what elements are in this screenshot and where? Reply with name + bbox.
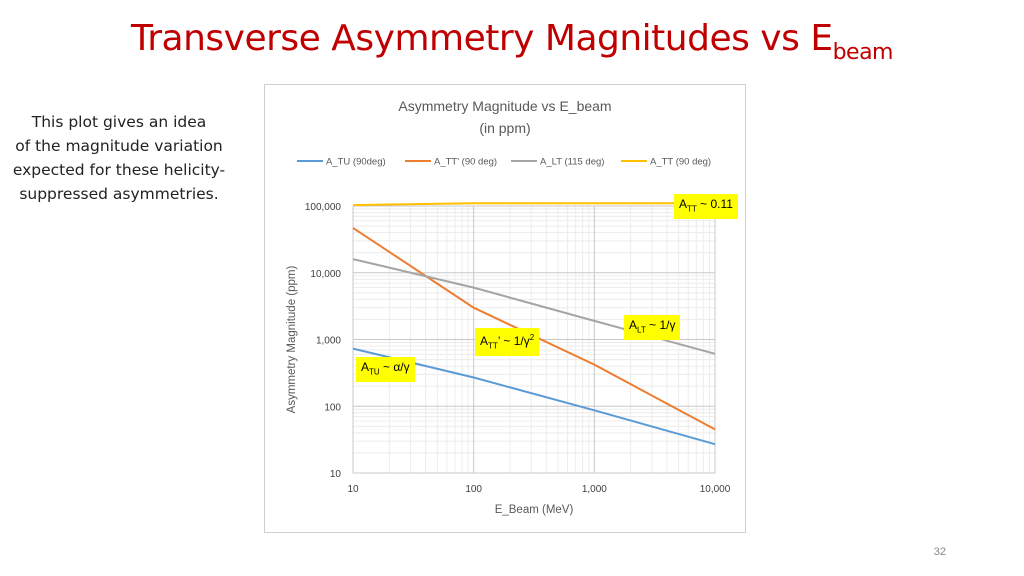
legend-label: A_TU (90deg) bbox=[326, 157, 386, 168]
chart-svg: 10 100 1,000 10,000 100,000 10 100 1,000 10,000 A… bbox=[286, 98, 731, 516]
annotation-attp: ATT’ ~ 1/γ2 bbox=[475, 328, 540, 357]
ann-atu-sub: TU bbox=[369, 367, 380, 377]
y-tick-label: 100,000 bbox=[305, 202, 342, 213]
intro-line: This plot gives an idea bbox=[31, 113, 207, 131]
intro-line: of the magnitude variation bbox=[15, 137, 223, 155]
ann-attp-sup: 2 bbox=[529, 333, 535, 342]
intro-text: This plot gives an idea of the magnitude… bbox=[8, 110, 230, 206]
ann-alt-symbol: A bbox=[629, 318, 638, 332]
y-tick-label: 1,000 bbox=[316, 336, 341, 347]
y-tick-label: 10 bbox=[330, 469, 342, 480]
x-tick-label: 100 bbox=[465, 484, 482, 495]
intro-line: suppressed asymmetries. bbox=[19, 185, 219, 203]
ann-attp-sub: TT bbox=[488, 341, 498, 351]
ann-att-sub: TT bbox=[687, 204, 697, 214]
ann-attp-symbol: A bbox=[480, 334, 489, 348]
y-axis-label: Asymmetry Magnitude (ppm) bbox=[286, 266, 298, 414]
ann-alt-text: ~ 1/γ bbox=[645, 318, 676, 332]
x-tick-label: 10 bbox=[347, 484, 359, 495]
title-main: Transverse Asymmetry Magnitudes vs E bbox=[131, 18, 833, 59]
title-subscript: beam bbox=[832, 40, 894, 65]
x-axis-label: E_Beam (MeV) bbox=[495, 504, 574, 516]
legend-label: A_LT (115 deg) bbox=[540, 157, 604, 168]
legend-label: A_TT' (90 deg) bbox=[434, 157, 497, 168]
chart-subtitle: (in ppm) bbox=[479, 120, 530, 136]
annotation-atu: ATU ~ α/γ bbox=[356, 357, 415, 383]
ann-att-symbol: A bbox=[679, 197, 688, 211]
x-tick-label: 1,000 bbox=[582, 484, 607, 495]
chart-container: 10 100 1,000 10,000 100,000 10 100 1,000 10,000 A… bbox=[264, 84, 746, 533]
intro-line: expected for these helicity- bbox=[12, 161, 226, 179]
y-tick-label: 100 bbox=[324, 402, 341, 413]
ann-atu-symbol: A bbox=[361, 360, 370, 374]
ann-attp-text: ’ ~ 1/γ bbox=[497, 334, 530, 348]
ann-atu-text: ~ α/γ bbox=[379, 360, 410, 374]
annotation-att: ATT ~ 0.11 bbox=[674, 194, 738, 220]
legend-label: A_TT (90 deg) bbox=[650, 157, 711, 168]
ann-alt-sub: LT bbox=[637, 325, 646, 335]
x-tick-label: 10,000 bbox=[700, 484, 731, 495]
slide-title: Transverse Asymmetry Magnitudes vs Ebeam bbox=[0, 18, 1024, 65]
annotation-alt: ALT ~ 1/γ bbox=[624, 315, 681, 341]
y-tick-label: 10,000 bbox=[310, 269, 341, 280]
series-line bbox=[352, 202, 715, 207]
chart-title: Asymmetry Magnitude vs E_beam bbox=[398, 98, 611, 114]
page-number: 32 bbox=[933, 546, 946, 558]
ann-att-text: ~ 0.11 bbox=[696, 197, 733, 211]
